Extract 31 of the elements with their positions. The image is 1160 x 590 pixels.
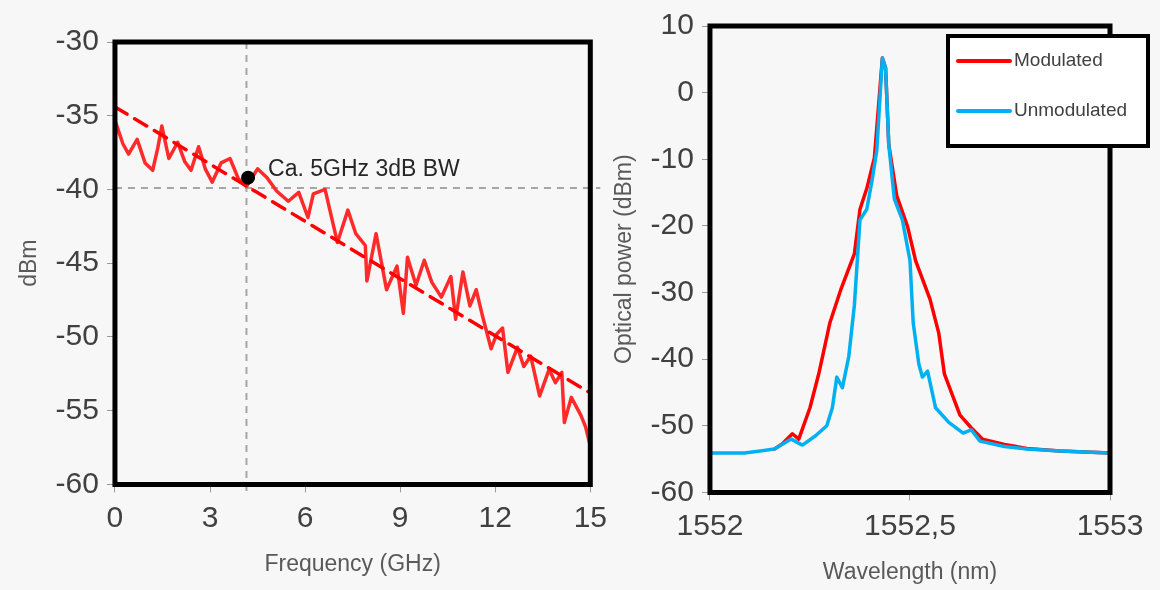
x-tick-label: 1552	[676, 507, 744, 541]
x-tick-label: 15	[573, 499, 607, 533]
y-tick-label: -40	[650, 340, 694, 374]
y-axis-title: Optical power (dBm)	[610, 154, 637, 365]
x-axis-title: Wavelength (nm)	[822, 557, 998, 584]
annotation: Ca. 5GHz 3dB BW	[268, 155, 461, 182]
y-tick-label: -40	[55, 170, 99, 204]
x-axis-title: Frequency (GHz)	[264, 549, 441, 576]
legend-label: Unmodulated	[1014, 99, 1128, 121]
x-tick-label: 0	[106, 499, 124, 533]
x-tick-label: 3	[201, 499, 219, 533]
y-tick-label: -50	[55, 318, 99, 352]
x-tick-label: 9	[391, 499, 409, 533]
y-tick-label: -35	[55, 97, 99, 130]
legend-label: Modulated	[1014, 49, 1103, 71]
y-tick-label: -10	[650, 140, 694, 174]
y-tick-label: -30	[55, 23, 99, 57]
y-tick-label: -55	[55, 391, 99, 425]
y-tick-label: -50	[650, 407, 694, 441]
x-tick-label: 12	[478, 499, 512, 533]
y-tick-label: 0	[677, 73, 694, 107]
x-tick-label: 1553	[1076, 507, 1144, 541]
y-tick-label: -45	[55, 244, 99, 278]
y-tick-label: -20	[650, 207, 694, 241]
y-tick-label: -30	[650, 273, 694, 307]
y-tick-label: 10	[660, 7, 694, 41]
x-tick-label: 6	[296, 499, 314, 533]
y-tick-label: -60	[650, 473, 694, 507]
y-axis-title: dBm	[15, 239, 42, 287]
y-tick-label: -60	[55, 465, 99, 499]
x-tick-label: 1552,5	[864, 507, 956, 541]
